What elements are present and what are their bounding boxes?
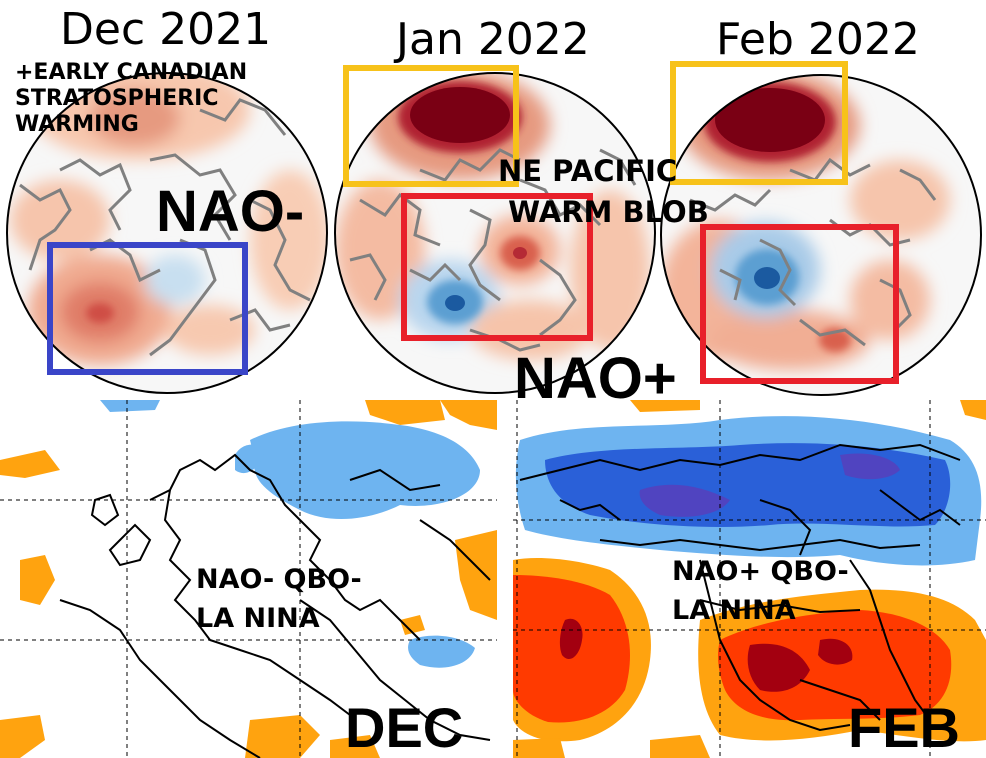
highlight-box-yellow-feb bbox=[670, 61, 848, 185]
map-label-feb: FEB bbox=[848, 696, 960, 758]
polar-map-jan-2022 bbox=[334, 72, 656, 394]
annotation-canadian-warming: +EARLY CANADIAN STRATOSPHERIC WARMING bbox=[15, 60, 248, 137]
anomaly-map-dec bbox=[0, 400, 497, 758]
label-nao-minus: NAO- bbox=[156, 179, 305, 244]
polar-map-feb-2022 bbox=[660, 74, 982, 396]
annotation-ne-pacific-warm-blob: NE PACIFIC WARM BLOB bbox=[498, 154, 709, 229]
annotation-dec-nao-qbo-lanina: NAO- QBO- LA NINA bbox=[196, 564, 362, 635]
polar-map-dec-2021 bbox=[6, 72, 328, 394]
highlight-box-red-feb bbox=[700, 224, 899, 384]
map-label-dec: DEC bbox=[345, 696, 464, 758]
panel-title-feb-2022: Feb 2022 bbox=[716, 14, 920, 65]
highlight-box-red-jan bbox=[401, 193, 593, 341]
label-nao-plus: NAO+ bbox=[514, 346, 677, 411]
highlight-box-yellow-jan bbox=[343, 65, 519, 187]
anomaly-map-feb bbox=[513, 400, 986, 758]
annotation-feb-nao-qbo-lanina: NAO+ QBO- LA NINA bbox=[672, 556, 849, 627]
panel-title-dec-2021: Dec 2021 bbox=[60, 4, 272, 55]
panel-title-jan-2022: Jan 2022 bbox=[396, 14, 590, 65]
highlight-box-blue-atlantic bbox=[47, 242, 248, 375]
